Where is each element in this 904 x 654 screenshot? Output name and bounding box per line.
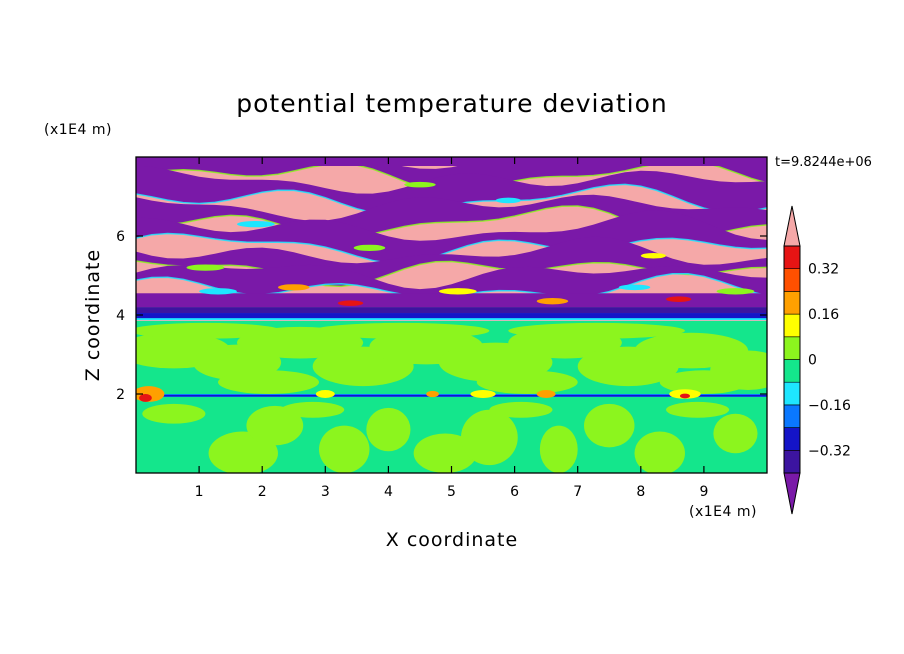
y-tick-label: 4 [116,308,125,324]
field-patch [640,252,667,259]
field-patch [186,264,225,271]
field-patch [536,390,556,398]
colorbar-bin [783,336,801,360]
x-tick-label: 3 [321,484,330,500]
field-patch [489,401,553,418]
colorbar-bin [783,359,801,383]
y-axis-ticks: 2 4 6 [116,229,767,403]
field-patch [404,181,436,188]
x-axis-ticks: 1 2 3 4 5 6 7 8 9 [195,157,708,500]
colorbar-bin [783,245,801,270]
field-patch [218,370,319,394]
field-deep-layer-edge [136,318,767,321]
colorbar-bin [783,268,801,292]
colorbar-label: 0.16 [808,307,839,323]
colorbar-label: −0.32 [808,443,851,459]
field-patch [277,284,310,291]
field-patch [318,425,370,473]
field-patch [495,197,521,204]
x-tick-label: 4 [384,484,393,500]
z-axis-unit: (x1E4 m) [44,122,112,138]
field-patch [666,296,692,302]
colorbar-frame [783,245,801,474]
colorbar-bin [783,291,801,315]
field-layer-negative [136,165,767,215]
field-layer-negative [136,210,767,264]
colorbar-bin [783,404,801,428]
x-tick-label: 6 [510,484,519,500]
field-deep-layer [136,307,767,314]
field-patch [136,322,282,339]
field-patch [353,244,386,252]
field-patch [413,433,477,473]
x-tick-label: 5 [447,484,456,500]
x-tick-label: 7 [573,484,582,500]
chart-title: potential temperature deviation [236,89,667,118]
colorbar-extend-max [783,205,801,247]
field-patch [315,390,335,398]
field-patch [366,407,411,452]
field-patch [460,409,518,466]
field-patch [713,413,758,454]
colorbar-bin [783,381,801,406]
field-patch [539,425,578,473]
y-tick-label: 6 [116,229,125,245]
x-tick-label: 9 [699,484,708,500]
field-layer-fringe [136,232,767,265]
colorbar-label: −0.16 [808,398,851,414]
colorbar-bin [783,313,801,338]
x-axis-unit: (x1E4 m) [689,504,757,520]
field-patch [236,220,275,228]
field-deep-layer [136,293,767,308]
field-patch [584,403,635,448]
field-patch [470,390,496,398]
x-axis-label: X coordinate [386,529,518,551]
colorbar-label: 0 [808,353,817,369]
field-patch [142,403,206,424]
field-patch [634,431,685,473]
field-patch [716,288,755,295]
contour-field [136,157,767,473]
field-deep-layer [136,313,767,319]
field-interface-core [136,395,767,397]
field-patch [246,405,304,446]
x-tick-label: 2 [258,484,267,500]
field-patch [199,288,237,295]
field-patch [337,300,364,306]
colorbar-bin [783,427,801,451]
x-tick-label: 8 [636,484,645,500]
field-patch [536,298,569,305]
field-patch [426,390,439,398]
field-patch [476,370,578,394]
field-patch [679,393,691,399]
field-patch [666,401,730,418]
field-patch [438,288,477,295]
x-tick-label: 1 [195,484,204,500]
colorbar-bin [783,449,801,474]
time-label: t=9.8244e+06 [775,155,872,170]
field-patch [618,284,651,291]
colorbar-extend-min [783,472,801,515]
field-patch [281,401,345,418]
field-patch [508,322,685,339]
y-axis-label: Z coordinate [82,249,104,381]
field-patch [659,370,749,394]
colorbar: 0.32 0.16 0 −0.16 −0.32 [783,205,851,515]
field-patch [139,394,152,402]
colorbar-label: 0.32 [808,262,839,278]
field-patch [312,322,490,339]
y-tick-label: 2 [116,387,125,403]
